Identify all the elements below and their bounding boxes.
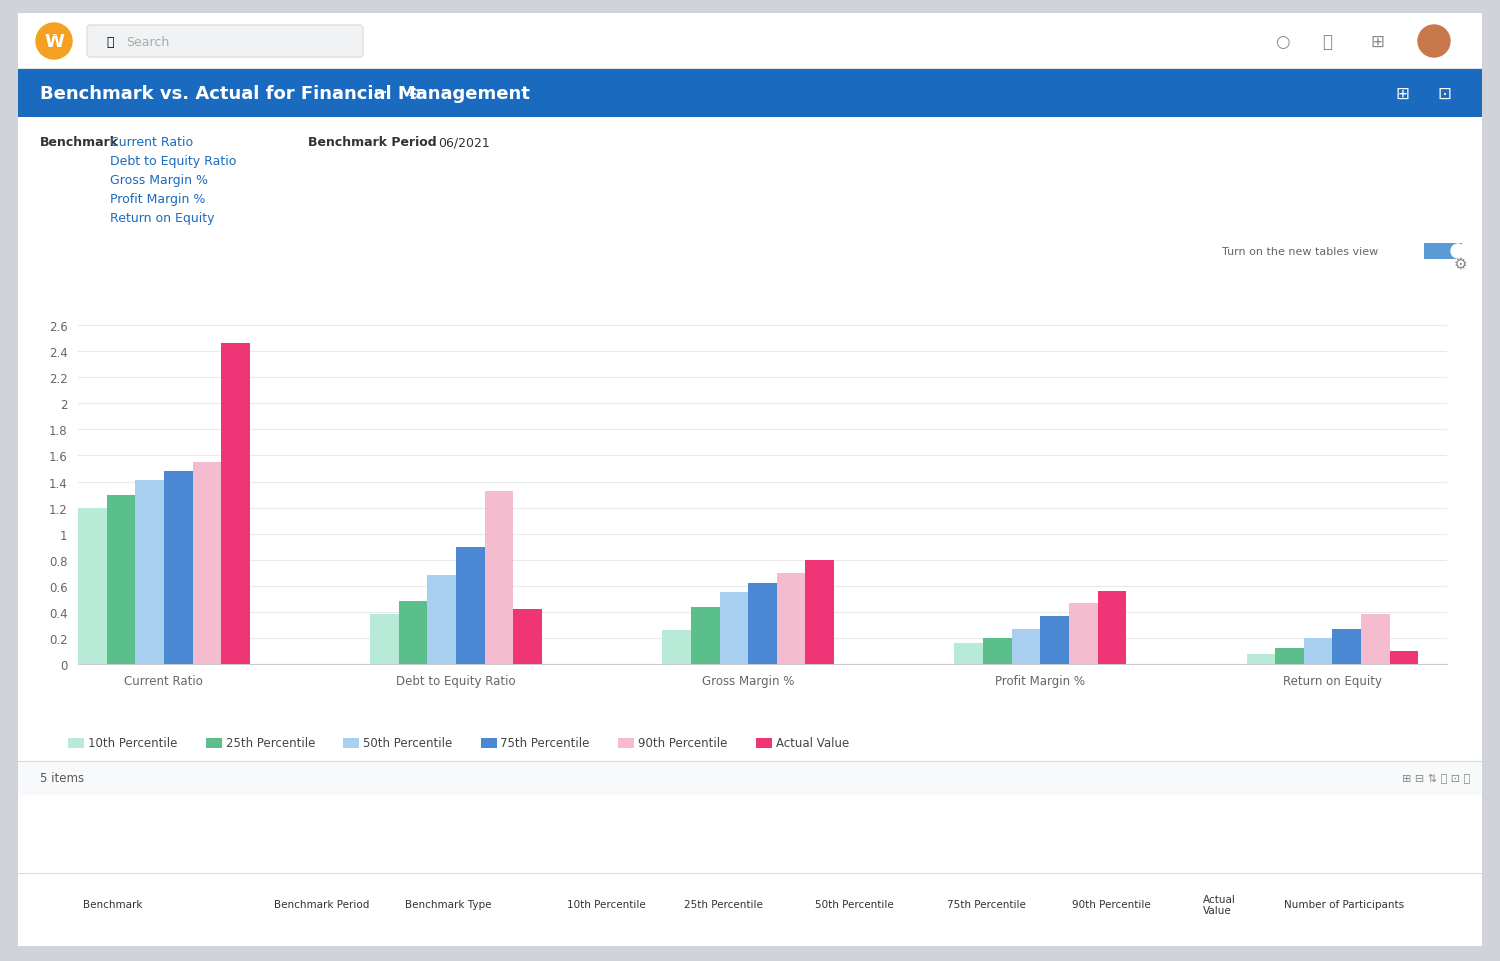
Text: 75th Percentile: 75th Percentile — [501, 737, 590, 750]
Text: Return on Equity: Return on Equity — [110, 211, 214, 225]
Bar — [1070, 604, 1098, 664]
Bar — [982, 638, 1011, 664]
Bar — [1011, 629, 1041, 664]
Text: 🔔: 🔔 — [1322, 33, 1332, 51]
Text: 90th Percentile: 90th Percentile — [1072, 899, 1150, 909]
Text: ⊞ ⊟ ⇅ 📊 ⊡ ⤢: ⊞ ⊟ ⇅ 📊 ⊡ ⤢ — [1402, 774, 1470, 783]
Bar — [806, 560, 834, 664]
Bar — [1332, 629, 1360, 664]
Bar — [480, 738, 496, 749]
Text: Gross Margin %: Gross Margin % — [110, 174, 209, 186]
Text: ⊞: ⊞ — [1370, 33, 1384, 51]
Text: 75th Percentile: 75th Percentile — [946, 899, 1026, 909]
Text: Benchmark Type: Benchmark Type — [405, 899, 492, 909]
FancyBboxPatch shape — [1424, 244, 1462, 259]
Text: ⌒: ⌒ — [51, 28, 57, 37]
Text: Benchmark: Benchmark — [82, 899, 142, 909]
Bar — [1360, 615, 1389, 664]
Bar — [484, 491, 513, 664]
Bar — [456, 547, 484, 664]
Text: 10th Percentile: 10th Percentile — [567, 899, 645, 909]
Text: ⚙: ⚙ — [1454, 257, 1467, 272]
Text: Debt to Equity Ratio: Debt to Equity Ratio — [110, 155, 237, 168]
Text: W: W — [44, 33, 64, 51]
Text: Benchmark vs. Actual for Financial Management: Benchmark vs. Actual for Financial Manag… — [40, 85, 530, 103]
Text: ○: ○ — [1275, 33, 1288, 51]
Bar — [513, 609, 542, 664]
Bar — [18, 761, 1482, 762]
Text: ···: ··· — [374, 86, 387, 102]
Bar — [220, 344, 251, 664]
Text: 10th Percentile: 10th Percentile — [88, 737, 177, 750]
Text: Benchmark: Benchmark — [40, 136, 118, 149]
Bar — [18, 795, 1482, 797]
Bar — [720, 593, 748, 664]
Text: Benchmark Period: Benchmark Period — [274, 899, 369, 909]
Text: Actual
Value: Actual Value — [1203, 894, 1236, 915]
Bar — [1389, 652, 1419, 664]
Bar — [663, 630, 692, 664]
Text: 25th Percentile: 25th Percentile — [684, 899, 764, 909]
Bar — [399, 602, 427, 664]
Bar — [692, 607, 720, 664]
Bar — [135, 480, 164, 664]
Text: Current Ratio: Current Ratio — [110, 136, 194, 149]
Bar — [18, 874, 1482, 875]
Bar — [18, 69, 1482, 70]
Bar — [344, 738, 358, 749]
Text: 5 items: 5 items — [40, 772, 84, 785]
Circle shape — [1450, 245, 1466, 259]
Bar — [192, 462, 220, 664]
Bar — [756, 738, 771, 749]
Text: 50th Percentile: 50th Percentile — [815, 899, 894, 909]
Bar — [748, 583, 777, 664]
Bar — [1246, 653, 1275, 664]
Text: 🔍: 🔍 — [106, 36, 114, 48]
Bar — [1041, 616, 1070, 664]
Bar — [106, 495, 135, 664]
Text: 25th Percentile: 25th Percentile — [225, 737, 315, 750]
Circle shape — [1418, 26, 1450, 58]
Text: ⊡: ⊡ — [1437, 85, 1450, 103]
Bar — [1304, 638, 1332, 664]
Text: Actual Value: Actual Value — [776, 737, 849, 750]
FancyBboxPatch shape — [10, 10, 1490, 951]
Bar — [18, 946, 1482, 947]
Text: Search: Search — [126, 36, 170, 48]
Text: ⚙: ⚙ — [408, 86, 422, 102]
Bar — [1098, 591, 1126, 664]
Circle shape — [36, 24, 72, 60]
Bar — [78, 508, 106, 664]
Text: Number of Participants: Number of Participants — [1284, 899, 1404, 909]
Bar — [954, 644, 982, 664]
Text: 90th Percentile: 90th Percentile — [638, 737, 728, 750]
Text: ⊞: ⊞ — [1395, 85, 1408, 103]
Text: 06/2021: 06/2021 — [438, 136, 489, 149]
Text: Benchmark Period: Benchmark Period — [308, 136, 436, 149]
Text: Profit Margin %: Profit Margin % — [110, 193, 206, 206]
FancyBboxPatch shape — [87, 26, 363, 58]
Bar — [164, 472, 192, 664]
Bar — [1275, 649, 1304, 664]
Text: Turn on the new tables view: Turn on the new tables view — [1222, 247, 1379, 257]
Bar — [370, 615, 399, 664]
Bar — [68, 738, 84, 749]
Bar — [206, 738, 222, 749]
Bar — [618, 738, 634, 749]
Bar — [427, 576, 456, 664]
Bar — [777, 573, 806, 664]
Text: 50th Percentile: 50th Percentile — [363, 737, 453, 750]
